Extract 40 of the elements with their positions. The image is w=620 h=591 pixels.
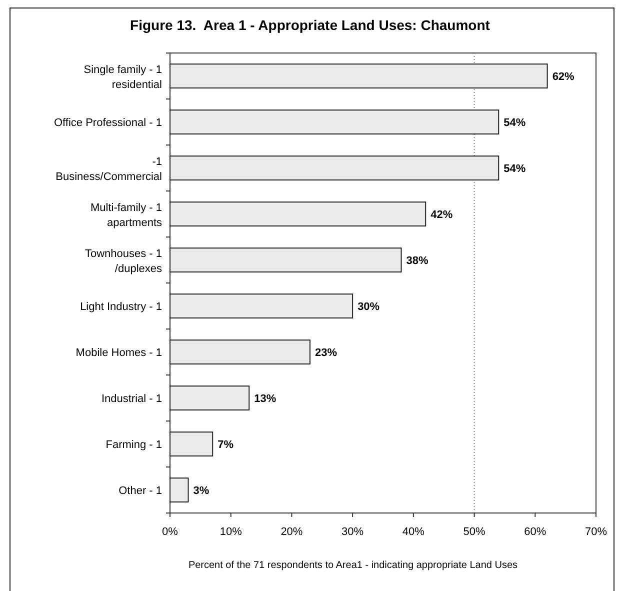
data-label: 62% — [552, 70, 575, 83]
data-label: 7% — [218, 438, 234, 451]
chart-title: Figure 13. Area 1 - Appropriate Land Uses: Chaumont — [130, 17, 490, 33]
bar — [170, 386, 250, 410]
x-tick-label: 0% — [162, 526, 178, 538]
data-label: 3% — [193, 484, 210, 497]
bar — [170, 478, 189, 502]
y-tick-label: Light Industry - 1 — [80, 300, 162, 313]
x-tick-label: 40% — [402, 526, 425, 538]
y-tick-label: Single family - 1 residential — [84, 64, 162, 91]
data-label: 54% — [504, 116, 526, 129]
data-label: 42% — [430, 208, 453, 221]
y-tick-label: -1 Business/Commercial — [56, 156, 162, 183]
data-label: 13% — [254, 392, 276, 405]
data-label: 30% — [358, 300, 380, 313]
bar — [170, 64, 548, 88]
y-tick-label: Industrial - 1 — [101, 392, 162, 405]
y-tick-label: Office Professional - 1 — [54, 116, 162, 129]
y-tick-label: Farming - 1 — [106, 438, 162, 451]
x-tick-label: 50% — [463, 526, 486, 538]
bar — [170, 340, 310, 364]
data-label: 54% — [504, 162, 526, 175]
data-label: 23% — [314, 346, 338, 359]
x-tick-label: 20% — [280, 526, 303, 538]
x-axis-title: Percent of the 71 respondents to Area1 - indicating appropriate Land Uses — [188, 560, 518, 571]
bar — [170, 294, 354, 318]
bar — [170, 248, 402, 272]
y-tick-label: Townhouses - 1 /duplexes — [84, 248, 162, 275]
bar — [170, 432, 214, 456]
y-tick-label: Other - 1 — [118, 484, 162, 497]
x-tick-label: 60% — [524, 526, 546, 538]
data-label: 38% — [406, 254, 428, 267]
x-tick-label: 10% — [220, 526, 242, 538]
y-tick-label: Mobile Homes - 1 — [76, 346, 162, 359]
bar — [170, 202, 426, 226]
x-tick-label: 70% — [584, 526, 608, 538]
bar — [170, 110, 500, 134]
x-tick-label: 30% — [342, 526, 364, 538]
y-tick-label: Multi-family - 1 apartments — [90, 202, 162, 229]
bar — [170, 156, 500, 180]
